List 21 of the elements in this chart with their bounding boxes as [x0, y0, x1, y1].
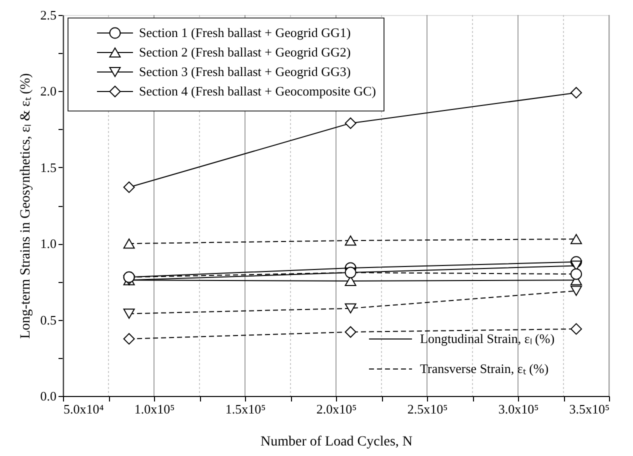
x-tick-label: 3.5x10⁵	[569, 402, 610, 416]
y-tick-label: 0.0	[40, 388, 56, 404]
y-tick-label: 2.0	[40, 84, 56, 99]
y-axis-title: Long-term Strains in Geosynthetics, εₗ & εₜ (%)	[18, 72, 34, 339]
y-tick-label: 0.5	[40, 312, 56, 328]
legend-label: Section 4 (Fresh ballast + Geocomposite GC)	[139, 84, 376, 98]
legend-label: Section 2 (Fresh ballast + Geogrid GG2)	[139, 44, 351, 60]
x-tick-label: 1.0x10⁵	[134, 402, 175, 416]
legend-label: Section 3 (Fresh ballast + Geogrid GG3)	[139, 64, 351, 79]
x-tick-label: 2.0x10⁵	[316, 402, 357, 416]
x-axis-title: Number of Load Cycles, N	[260, 434, 413, 450]
x-tick-label: 3.0x10⁵	[498, 402, 539, 416]
y-tick-label: 2.5	[40, 8, 56, 22]
legend-label: Section 1 (Fresh ballast + Geogrid GG1)	[139, 25, 351, 40]
annotation: Longtudinal Strain, εₗ (%)	[420, 331, 555, 346]
x-tick-label: 5.0x10⁴	[64, 402, 104, 416]
annotation: Transverse Strain, εₜ (%)	[420, 361, 549, 376]
y-tick-label: 1.0	[40, 236, 56, 252]
x-tick-label: 1.5x10⁵	[225, 402, 266, 416]
x-tick-label: 2.5x10⁵	[407, 402, 448, 416]
y-tick-label: 1.5	[40, 160, 56, 175]
